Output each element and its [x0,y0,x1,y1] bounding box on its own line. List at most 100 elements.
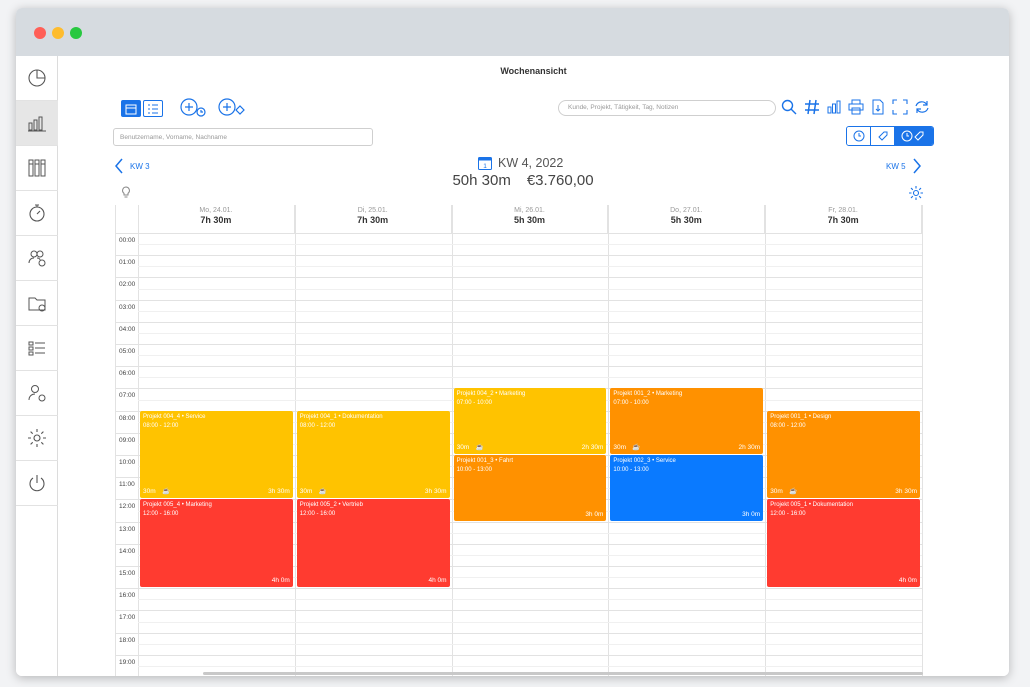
day-header[interactable]: Di, 25.01. 7h 30m [295,205,452,233]
day-column-divider [765,205,767,676]
time-entry[interactable]: Projekt 001_2 • Marketing 07:00 - 10:00 30… [610,388,764,454]
time-entry[interactable]: Projekt 002_3 • Service 10:00 - 13:00 3h 0… [610,455,764,521]
hour-label: 09:00 [119,436,136,444]
day-column-divider [608,205,610,676]
week-summary: 50h 30m €3.760,00 [443,172,603,189]
day-name: Do, 27.01. [670,207,703,214]
minimize-window-button[interactable] [52,27,64,39]
entry-title: Projekt 004_2 • Marketing [456,391,526,398]
sidebar-item-teams[interactable] [16,236,58,281]
calendar-settings-button[interactable] [907,184,925,202]
sidebar-item-dashboard[interactable] [16,56,58,101]
day-header[interactable]: Mi, 26.01. 5h 30m [452,205,609,233]
hour-label: 13:00 [119,525,136,533]
lightbulb-icon [122,186,130,198]
entry-break: 30m [456,443,470,451]
hour-label: 03:00 [119,303,136,311]
app-window: Wochenansicht Kunde, Projekt, Tätigkeit,… [16,8,1009,676]
next-week-label: KW 5 [886,161,906,171]
hour-line [116,543,922,545]
search-button[interactable] [780,98,798,116]
week-title[interactable]: 1 KW 4, 2022 [478,156,563,170]
print-button[interactable] [847,98,865,116]
toggle-time[interactable] [847,127,871,145]
day-header[interactable]: Mo, 24.01. 7h 30m [138,205,295,233]
toggle-time-and-expenses[interactable] [895,127,933,145]
entry-title: Projekt 002_3 • Service [613,458,676,464]
time-entry[interactable]: Projekt 005_2 • Vertrieb 12:00 - 16:00 4h … [296,499,450,588]
time-entry[interactable]: Projekt 001_1 • Design 08:00 - 12:00 30m ☕ 3… [767,410,920,499]
hour-label: 00:00 [119,237,136,244]
hour-line [116,632,922,634]
time-entry[interactable]: Projekt 005_1 • Dokumentation 12:00 - 16:… [767,499,920,588]
hashtag-button[interactable] [803,98,821,116]
previous-week-button[interactable]: KW 3 [114,158,150,174]
export-button[interactable] [869,98,887,116]
sidebar-item-users[interactable] [16,371,58,416]
close-window-button[interactable] [34,27,46,39]
add-time-entry-button[interactable] [178,98,212,118]
fullscreen-button[interactable] [891,98,909,116]
time-entry[interactable]: Projekt 001_3 • Fahrt 10:00 - 13:00 3h 0m [453,455,607,521]
search-icon [781,99,797,115]
calendar-view-button[interactable] [121,100,141,117]
entry-title: Projekt 005_4 • Marketing [143,502,212,509]
list-view-button[interactable] [143,100,163,117]
refresh-button[interactable] [913,98,931,116]
next-week-button[interactable]: KW 5 [886,158,922,174]
folder-settings-icon [28,297,46,312]
toggle-expenses[interactable] [871,127,895,145]
hour-label: 07:00 [119,392,136,400]
reports-button[interactable] [825,98,843,116]
search-input[interactable]: Kunde, Projekt, Tätigkeit, Tag, Notizen [558,100,776,116]
title-bar [16,8,1009,56]
half-hour-line [138,266,922,268]
tips-button[interactable] [118,184,134,200]
horizontal-scrollbar[interactable] [203,672,923,675]
pie-chart-icon [28,69,46,87]
hour-line [116,344,922,345]
entry-title: Projekt 004_4 • Service [143,413,206,420]
sidebar-item-settings[interactable] [16,416,58,461]
sidebar-item-activities[interactable] [16,326,58,371]
entry-time-range: 08:00 - 12:00 [770,422,806,429]
hour-label: 17:00 [119,614,136,622]
time-entry[interactable]: Projekt 005_4 • Marketing 12:00 - 16:00 4h… [140,499,293,588]
document-download-icon [872,99,884,115]
entry-duration: 3h 30m [268,488,290,496]
hour-label: 01:00 [119,259,136,267]
day-total: 7h 30m [827,215,859,225]
time-entry[interactable]: Projekt 004_2 • Marketing 07:00 - 10:00 30… [453,388,607,454]
entry-time-range: 12:00 - 16:00 [143,511,179,518]
hour-line [116,610,922,612]
half-hour-line [138,643,922,645]
hour-label: 14:00 [119,547,136,555]
half-hour-line [138,599,922,601]
day-column-divider [294,205,296,676]
time-entry[interactable]: Projekt 004_4 • Service 08:00 - 12:00 30m ☕… [140,410,293,499]
half-hour-line [138,577,922,579]
user-filter-input[interactable]: Benutzername, Vorname, Nachname [113,128,373,146]
day-header[interactable]: Fr, 28.01. 7h 30m [765,205,922,233]
calendar-icon [125,104,137,114]
add-expense-button[interactable] [216,98,250,118]
sidebar-item-projects[interactable] [16,281,58,326]
sidebar-item-archive[interactable] [16,146,58,191]
half-hour-line [138,288,922,290]
sidebar-item-logout[interactable] [16,461,58,506]
list-icon [28,341,45,356]
half-hour-line [138,532,922,534]
bar-chart-icon [827,100,841,114]
display-mode-toggle [846,126,934,146]
sidebar-item-timer[interactable] [16,191,58,236]
time-entry[interactable]: Projekt 004_1 • Dokumentation 08:00 - 12:… [296,410,450,499]
day-name: Mi, 26.01. [514,207,545,214]
maximize-window-button[interactable] [70,27,82,39]
entry-time-range: 10:00 - 13:00 [456,467,492,473]
day-header[interactable]: Do, 27.01. 5h 30m [608,205,766,233]
entry-title: Projekt 005_2 • Vertrieb [299,502,363,509]
binders-icon [28,159,46,177]
sidebar-item-reports[interactable] [16,101,58,146]
entry-time-range: 08:00 - 12:00 [299,422,336,429]
entry-duration: 3h 30m [895,488,917,496]
